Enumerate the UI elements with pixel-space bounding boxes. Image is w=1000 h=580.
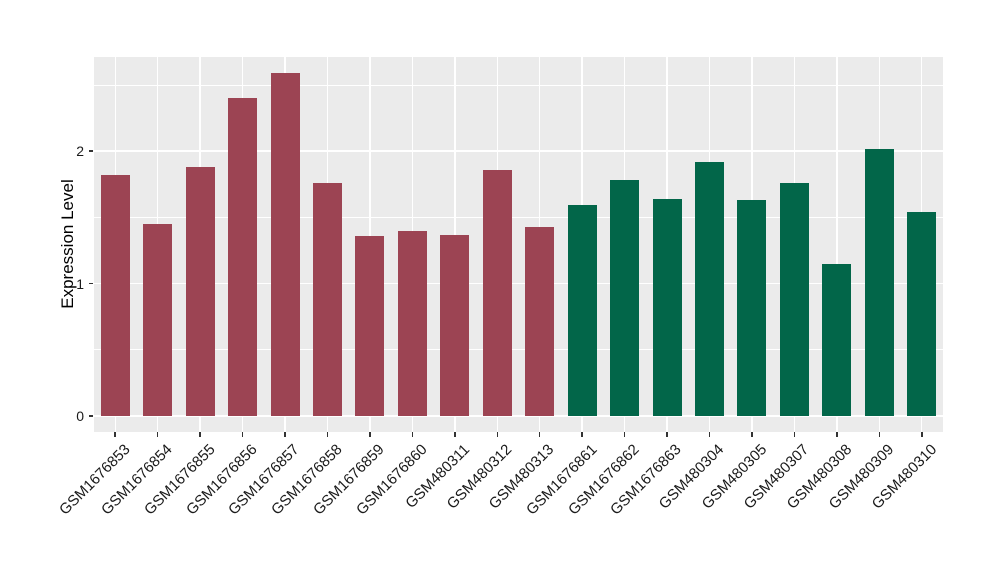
y-tick-label: 1: [76, 275, 84, 292]
x-tick: [454, 432, 456, 437]
x-tick: [284, 432, 286, 437]
bar-GSM1676862: [610, 180, 640, 416]
bar-GSM1676857: [270, 73, 300, 416]
x-tick: [496, 432, 499, 437]
y-tick: [88, 415, 93, 417]
bar-GSM480305: [737, 200, 767, 416]
gridline-major: [94, 150, 943, 152]
bar-GSM1676855: [185, 167, 215, 416]
bar-GSM1676854: [143, 224, 173, 416]
x-tick: [708, 432, 711, 437]
y-tick-label: 0: [76, 408, 84, 424]
y-tick-label: 2: [76, 143, 84, 160]
y-tick: [88, 282, 93, 285]
bar-GSM1676861: [567, 205, 597, 416]
bar-GSM480309: [864, 148, 894, 416]
x-tick: [114, 432, 116, 437]
bar-GSM480310: [907, 212, 937, 416]
bar-GSM1676858: [312, 182, 342, 416]
gridline-minor: [94, 84, 943, 86]
bar-GSM1676863: [652, 198, 682, 416]
x-tick: [878, 432, 881, 437]
x-tick: [411, 432, 414, 437]
x-tick: [836, 432, 838, 437]
gridline-major: [94, 282, 943, 285]
bar-GSM480311: [440, 234, 470, 416]
x-tick: [199, 432, 201, 437]
gridline-minor: [94, 349, 943, 351]
bar-GSM480308: [822, 263, 852, 416]
plot-panel: [94, 57, 943, 432]
bar-GSM480312: [482, 169, 512, 416]
gridline-major: [94, 415, 943, 417]
bar-GSM1676860: [397, 230, 427, 416]
x-tick: [326, 432, 329, 437]
y-tick: [88, 150, 93, 152]
bar-GSM1676853: [100, 175, 130, 416]
x-tick: [921, 432, 923, 437]
bar-GSM480313: [525, 226, 555, 416]
x-tick: [623, 432, 626, 437]
x-tick: [751, 432, 753, 437]
bar-GSM1676856: [228, 98, 258, 416]
gridline-vertical: [836, 57, 838, 432]
bar-GSM480304: [695, 161, 725, 416]
x-tick: [369, 432, 371, 437]
bar-GSM1676859: [355, 235, 385, 416]
x-tick: [793, 432, 796, 437]
x-tick: [538, 432, 541, 437]
x-tick: [241, 432, 244, 437]
x-tick: [666, 432, 668, 437]
x-tick: [581, 432, 583, 437]
gridline-minor: [94, 216, 943, 218]
x-tick: [156, 432, 159, 437]
bar-GSM480307: [779, 182, 809, 416]
